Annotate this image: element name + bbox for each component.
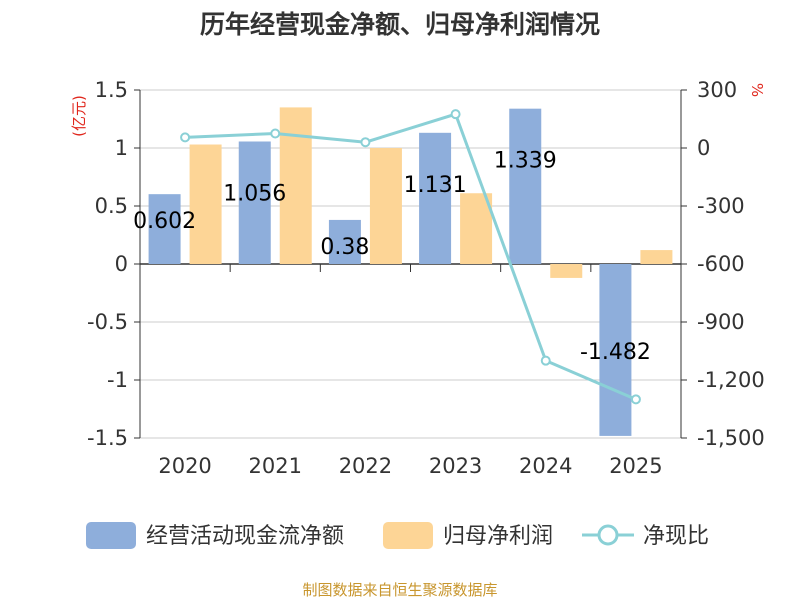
x-tick-label: 2021 [249, 454, 302, 478]
legend-label-cash-flow: 经营活动现金流净额 [146, 524, 344, 549]
legend-swatch-net-profit [383, 522, 433, 549]
right-tick-label: 0 [697, 136, 710, 160]
right-tick-label: -300 [697, 194, 745, 218]
ratio-point [270, 128, 281, 139]
legend-swatch-cash-flow [86, 522, 136, 549]
bar-cash-flow [148, 194, 181, 264]
data-label-cash-flow: 0.602 [133, 209, 196, 234]
data-label-cash-flow: 1.131 [404, 173, 467, 198]
right-tick-label: -1,500 [697, 426, 765, 450]
bars [148, 107, 673, 436]
bar-net-profit [550, 264, 583, 278]
left-axis-ticks: 1.5 1 0.5 0 -0.5 -1 -1.5 [87, 78, 140, 450]
left-tick-label: -1 [107, 368, 128, 392]
bar-net-profit [460, 193, 493, 264]
right-tick-label: -900 [697, 310, 745, 334]
x-tick-label: 2024 [519, 454, 572, 478]
bar-net-profit [189, 144, 222, 264]
legend-item-ratio[interactable]: 净现比 [582, 524, 709, 549]
legend: 经营活动现金流净额 归母净利润 净现比 [86, 522, 709, 549]
left-tick-label: 0.5 [95, 194, 128, 218]
legend-label-ratio: 净现比 [643, 524, 709, 549]
x-tick-label: 2022 [339, 454, 392, 478]
ratio-line [180, 109, 641, 405]
axis-lines [139, 90, 682, 438]
right-axis-ticks: 300 0 -300 -600 -900 -1,200 -1,500 [681, 78, 765, 450]
data-label-cash-flow: 1.339 [494, 149, 557, 174]
x-tick-label: 2020 [158, 454, 211, 478]
x-tick-label: 2023 [429, 454, 482, 478]
source-note: 制图数据来自恒生聚源数据库 [302, 581, 497, 599]
ratio-point [450, 109, 461, 120]
ratio-point [180, 132, 191, 143]
left-tick-label: 1.5 [95, 78, 128, 102]
bar-cash-flow [509, 108, 542, 265]
ratio-line-path [185, 112, 637, 401]
right-tick-label: -1,200 [697, 368, 765, 392]
right-tick-label: 300 [697, 78, 737, 102]
left-tick-label: -0.5 [87, 310, 128, 334]
right-tick-label: -600 [697, 252, 745, 276]
left-tick-label: -1.5 [87, 426, 128, 450]
right-axis-unit: % [748, 83, 766, 97]
bar-cash-flow [599, 264, 632, 436]
legend-item-cash-flow[interactable]: 经营活动现金流净额 [86, 522, 344, 549]
left-tick-label: 0 [115, 252, 128, 276]
data-label-cash-flow: 1.056 [223, 182, 286, 207]
x-tick-label: 2025 [609, 454, 662, 478]
bar-cash-flow [328, 219, 361, 264]
legend-item-net-profit[interactable]: 归母净利润 [383, 522, 553, 549]
chart-title: 历年经营现金净额、归母净利润情况 [200, 10, 600, 39]
x-axis-labels: 2020 2021 2022 2023 2024 2025 [158, 454, 662, 478]
ratio-point [630, 394, 641, 405]
data-labels: 0.602 1.056 0.38 1.131 1.339 -1.482 [133, 149, 651, 365]
ratio-point [540, 355, 551, 366]
data-label-cash-flow: -1.482 [580, 340, 651, 365]
bar-cash-flow [419, 132, 452, 264]
bar-net-profit [369, 148, 402, 264]
left-tick-label: 1 [115, 136, 128, 160]
legend-swatch-ratio-marker [597, 524, 619, 546]
data-label-cash-flow: 0.38 [320, 235, 369, 260]
bar-cash-flow [238, 141, 271, 264]
ratio-point [360, 137, 371, 148]
left-axis-unit: (亿元) [70, 95, 88, 137]
legend-label-net-profit: 归母净利润 [443, 524, 553, 549]
bar-net-profit [640, 250, 673, 264]
